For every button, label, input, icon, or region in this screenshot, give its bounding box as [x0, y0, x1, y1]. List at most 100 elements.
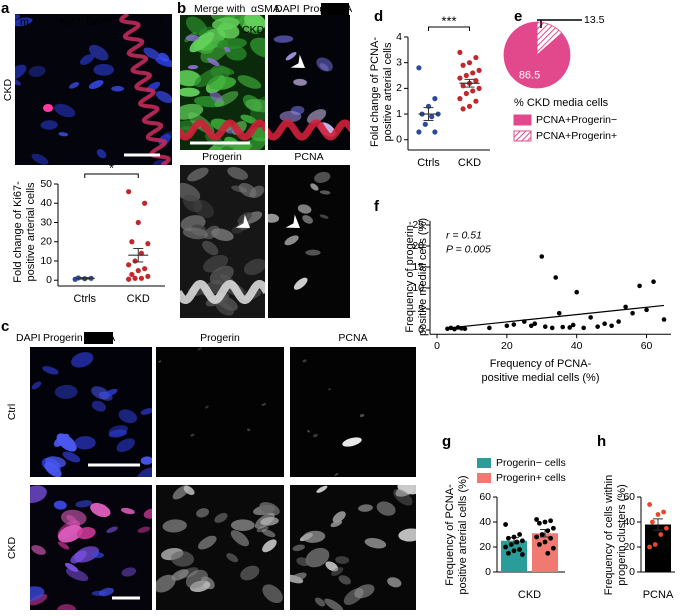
y-axis-title: positive arterial cells: [382, 42, 394, 142]
data-point: [661, 317, 667, 322]
data-point: [476, 85, 482, 91]
data-point: [647, 544, 652, 550]
y-tick-label: 0: [629, 566, 635, 578]
legend-label: Progerin+ cells: [496, 472, 566, 484]
cell: [290, 572, 307, 583]
cell: [15, 17, 33, 27]
data-point: [129, 239, 135, 245]
data-point: [503, 522, 508, 527]
cell: [15, 64, 27, 80]
data-point: [503, 544, 508, 550]
data-point: [542, 539, 548, 545]
data-point: [650, 519, 655, 525]
cell: [140, 408, 152, 415]
cell: [42, 366, 59, 375]
micrograph: [15, 14, 172, 165]
data-point: [534, 534, 539, 540]
cell: [74, 436, 96, 450]
cell: [284, 235, 299, 246]
data-point: [416, 129, 422, 135]
cell: [76, 527, 96, 540]
cell: [194, 67, 224, 88]
data-point: [630, 310, 635, 316]
ki67-cell: [43, 104, 53, 112]
cell: [268, 213, 280, 223]
stain-box: [321, 3, 349, 15]
data-point: [142, 266, 148, 272]
cell: [136, 467, 152, 477]
cell: [96, 149, 107, 159]
cell: [118, 409, 138, 424]
channel-label: Progerin: [202, 151, 242, 163]
cell: [62, 451, 81, 463]
inset-label: CKD: [242, 24, 265, 36]
data-point: [460, 106, 466, 112]
cell: [61, 509, 87, 526]
cell: [31, 545, 46, 555]
cell: [226, 553, 239, 563]
panel-letter: b: [177, 0, 186, 17]
cell: [15, 77, 22, 86]
data-point: [504, 323, 510, 329]
cell: [209, 91, 223, 103]
cell: [143, 47, 161, 60]
cell: [116, 438, 135, 453]
cell: [88, 80, 104, 90]
cell: [262, 529, 276, 538]
cell: [240, 114, 257, 124]
y-tick-label: 1: [396, 108, 402, 120]
cell: [28, 65, 46, 77]
cell: [45, 456, 66, 468]
cell: [158, 360, 162, 363]
cell: [242, 94, 262, 112]
cell: [156, 574, 176, 593]
cell: [214, 512, 228, 523]
micrograph: [30, 347, 152, 477]
cell: [57, 604, 76, 610]
cell: [238, 182, 257, 198]
y-tick-label: 20: [40, 236, 52, 248]
cell: [233, 142, 252, 150]
cell: [214, 91, 239, 107]
data-point: [473, 98, 479, 104]
y-tick-label: 40: [40, 197, 52, 209]
panel-letter: f: [374, 198, 380, 215]
cell: [334, 473, 339, 476]
cell: [217, 38, 247, 50]
cell: [88, 44, 109, 61]
cell: [198, 535, 217, 550]
trend-line: [447, 304, 665, 329]
panel-letter: a: [1, 0, 10, 17]
x-tick-label: CKD: [127, 293, 150, 305]
legend-label: PCNA+Progerin+: [536, 130, 617, 142]
pie-slice: [503, 21, 571, 89]
cell: [211, 17, 240, 31]
data-point: [126, 276, 132, 282]
data-point: [487, 325, 492, 331]
cell: [285, 52, 297, 61]
cell: [227, 166, 248, 180]
data-point: [637, 283, 642, 289]
y-tick-label: 0: [485, 566, 491, 578]
data-point: [126, 262, 132, 268]
micrograph: [268, 165, 350, 318]
slice-label: 86.5: [519, 69, 540, 81]
stain-label: DAPI: [86, 16, 111, 28]
cell: [71, 352, 94, 368]
cell: [302, 215, 313, 224]
y-tick-label: 0: [396, 134, 402, 146]
stain-label: Progerin: [43, 332, 83, 344]
cell: [185, 34, 200, 42]
stain-label: αSMA: [251, 3, 280, 15]
x-tick-label: Ctrls: [417, 157, 440, 169]
data-point: [537, 520, 542, 526]
data-point: [658, 532, 664, 537]
data-point: [644, 307, 649, 313]
cell: [292, 544, 305, 552]
data-point: [135, 268, 141, 274]
slice-leader: [537, 19, 582, 28]
channel-label: PCNA: [338, 332, 367, 344]
y-tick-label: 60: [623, 491, 635, 503]
cell: [15, 14, 20, 21]
